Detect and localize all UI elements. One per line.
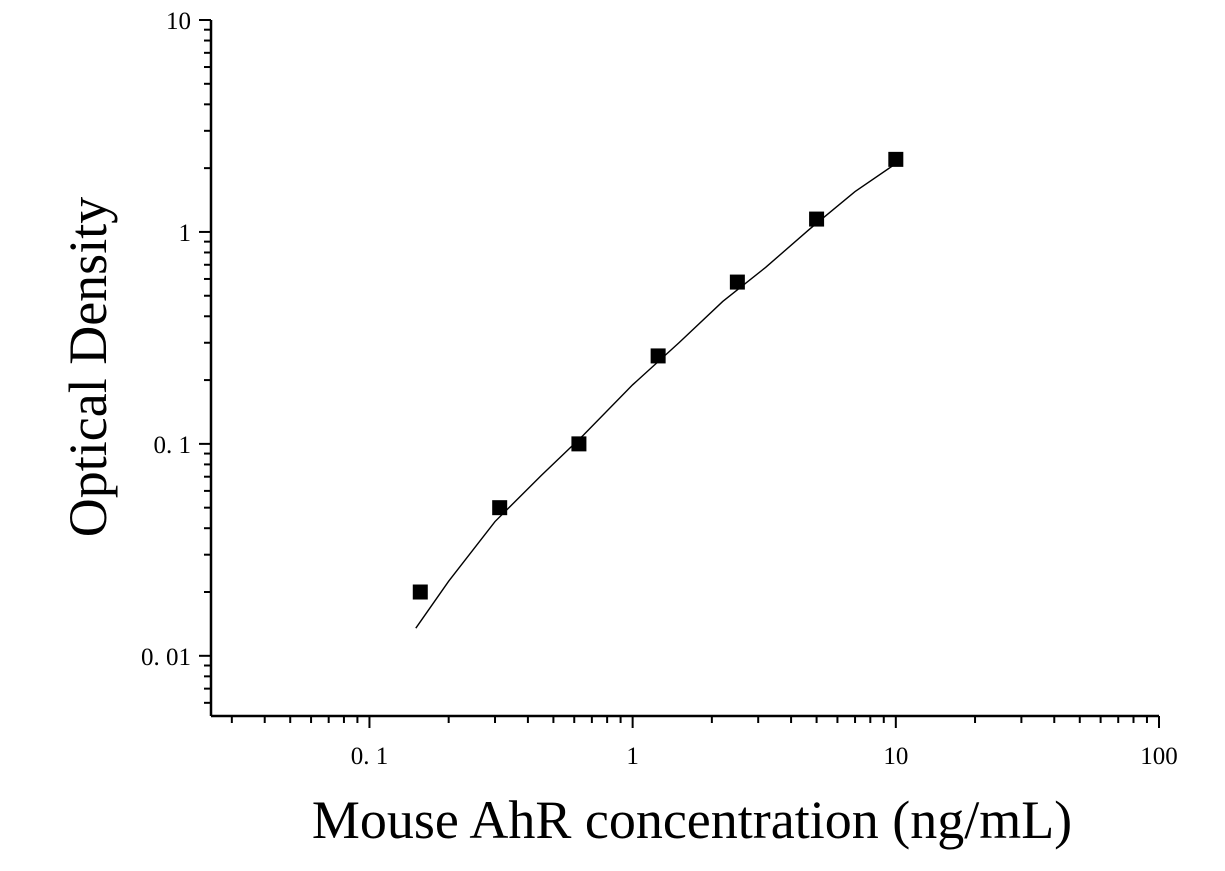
x-tick-label: 100 (1140, 743, 1178, 770)
data-point (809, 211, 825, 227)
x-tick-label: 1 (626, 743, 639, 770)
fit-curve-line (415, 163, 897, 629)
data-point (492, 500, 508, 516)
axis-ticks (199, 19, 1160, 728)
data-points (412, 151, 904, 600)
data-point (888, 151, 904, 167)
fit-curves (415, 163, 897, 629)
data-point (729, 274, 745, 290)
data-point (650, 348, 666, 364)
data-point (412, 584, 428, 600)
y-axis-title: Optical Density (58, 197, 118, 537)
y-tick-label: 0. 1 (154, 432, 192, 459)
y-tick-label: 1 (179, 220, 192, 247)
x-axis-title: Mouse AhR concentration (ng/mL) (312, 790, 1072, 850)
tick-labels: 0. 1 1 10 100 0. 01 0. 1 1 10 (141, 8, 1178, 770)
data-point (571, 436, 587, 452)
x-tick-label: 0. 1 (351, 743, 389, 770)
y-tick-label: 10 (166, 8, 191, 35)
x-tick-label: 10 (883, 743, 908, 770)
y-tick-label: 0. 01 (141, 644, 191, 671)
